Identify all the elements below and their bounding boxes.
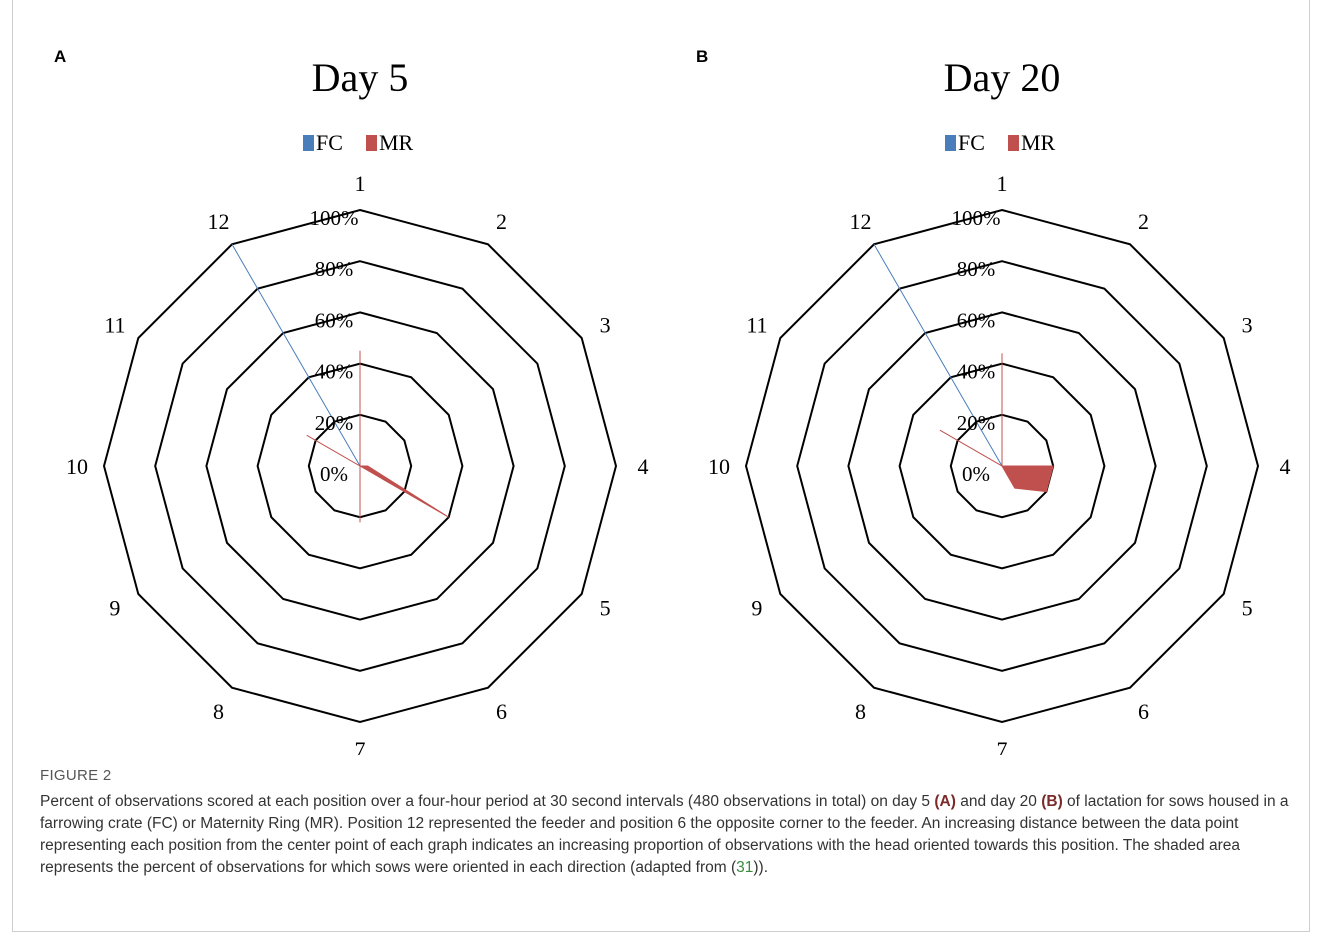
category-label: 5: [1242, 596, 1253, 621]
legend-label-mr: MR: [379, 130, 414, 155]
category-label: 10: [66, 454, 88, 479]
caption-panel-ref: (A): [934, 793, 956, 810]
category-label: 12: [850, 209, 872, 234]
grid-ring-5: [102, 208, 618, 724]
chart-title: Day 20: [944, 55, 1061, 100]
grid-ring-2: [898, 362, 1106, 570]
legend-label-fc: FC: [316, 130, 343, 155]
figure-frame: [12, 0, 1310, 932]
category-label: 7: [355, 737, 366, 755]
category-label: 2: [496, 209, 507, 234]
series-area-mr: [306, 350, 449, 523]
series-area-mr: [939, 353, 1054, 493]
radial-tick-label: 100%: [952, 206, 1001, 230]
grid-ring-4: [154, 260, 566, 672]
category-label: 11: [104, 313, 125, 338]
radial-tick-label: 60%: [315, 308, 354, 332]
caption-segment: )).: [753, 859, 769, 876]
grid-ring-5: [744, 208, 1260, 724]
radial-tick-label: 0%: [320, 462, 348, 486]
radial-tick-label: 40%: [315, 360, 354, 384]
legend-label-fc: FC: [958, 130, 985, 155]
legend-swatch-fc: [303, 135, 314, 151]
radar-chart-day-20: B Day 20 FC MR 0% 20% 40% 60% 80% 100% 1 2 3 4 5 6 7 8 9 10…: [682, 0, 1322, 755]
category-label: 1: [997, 171, 1008, 196]
series-area-fc: [873, 244, 1003, 467]
radial-tick-label: 40%: [957, 360, 996, 384]
legend: FC MR: [303, 130, 414, 155]
category-label: 6: [496, 699, 507, 724]
category-label: 4: [1280, 454, 1291, 479]
caption-panel-ref: (B): [1041, 793, 1063, 810]
legend-swatch-fc: [945, 135, 956, 151]
series-area-fc: [231, 244, 361, 467]
grid-ring-2: [256, 362, 464, 570]
radial-tick-label: 100%: [310, 206, 359, 230]
grid-ring-4: [796, 260, 1208, 672]
radial-tick-label: 80%: [315, 257, 354, 281]
caption-text: Percent of observations scored at each p…: [40, 791, 1290, 879]
category-label: 3: [600, 313, 611, 338]
grid-ring-3: [205, 311, 515, 621]
legend-label-mr: MR: [1021, 130, 1056, 155]
caption-label: FIGURE 2: [40, 767, 112, 784]
category-label: 5: [600, 596, 611, 621]
category-label: 9: [751, 596, 762, 621]
radial-tick-label: 20%: [315, 411, 354, 435]
grid-ring-3: [847, 311, 1157, 621]
panel-label: B: [696, 47, 708, 66]
caption-citation: 31: [736, 859, 754, 876]
legend: FC MR: [945, 130, 1056, 155]
caption-segment: Percent of observations scored at each p…: [40, 793, 935, 810]
caption-segment: of lactation for sows housed in a farrow…: [40, 793, 1289, 876]
category-label: 8: [855, 699, 866, 724]
category-label: 6: [1138, 699, 1149, 724]
radial-tick-label: 80%: [957, 257, 996, 281]
category-label: 9: [109, 596, 120, 621]
category-label: 4: [638, 454, 649, 479]
caption-segment: and day 20: [955, 793, 1042, 810]
category-label: 8: [213, 699, 224, 724]
radial-tick-label: 60%: [957, 308, 996, 332]
category-label: 7: [997, 737, 1008, 755]
radial-tick-label: 0%: [962, 462, 990, 486]
category-label: 11: [746, 313, 767, 338]
category-label: 12: [208, 209, 230, 234]
category-label: 10: [708, 454, 730, 479]
category-label: 2: [1138, 209, 1149, 234]
radar-chart-day-5: A Day 5 FC MR 0% 20% 40% 60% 80% 100% 1 2 3 4 5 6 7 8 9 10 1…: [40, 0, 680, 755]
chart-title: Day 5: [312, 55, 409, 100]
figure-caption: FIGURE 2 Percent of observations scored …: [40, 765, 1290, 879]
legend-swatch-mr: [1008, 135, 1019, 151]
panel-label: A: [54, 47, 66, 66]
legend-swatch-mr: [366, 135, 377, 151]
radial-tick-label: 20%: [957, 411, 996, 435]
radar-svg-a: A Day 5FC MR0%20%40%60%80%100%123456789101…: [54, 47, 649, 755]
category-label: 3: [1242, 313, 1253, 338]
category-label: 1: [355, 171, 366, 196]
